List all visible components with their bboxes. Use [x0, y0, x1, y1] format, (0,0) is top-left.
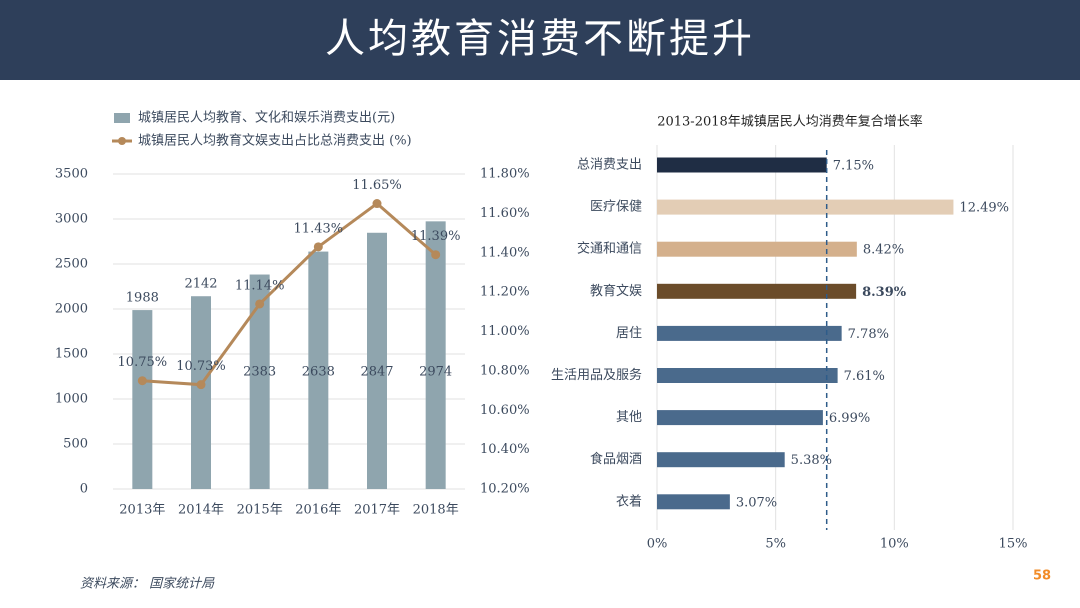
bar: [657, 368, 838, 383]
legend-label: 城镇居民人均教育、文化和娱乐消费支出(元): [138, 110, 395, 126]
y-tick-label: 医疗保健: [590, 200, 642, 215]
bar-value-label: 1988: [126, 291, 159, 306]
bar-value-label: 7.78%: [848, 327, 889, 342]
bar: [657, 410, 823, 426]
bar: [132, 310, 153, 489]
x-tick-label: 2013年: [119, 503, 165, 518]
line-point: [313, 242, 323, 252]
y2-tick-label: 11.60%: [480, 206, 530, 221]
y-tick-label: 居住: [616, 326, 642, 341]
bar-value-label: 3.07%: [736, 495, 777, 510]
bar: [657, 325, 842, 341]
bar-value-label: 12.49%: [959, 201, 1009, 216]
bar-value-label: 8.42%: [863, 243, 904, 258]
y-tick-label: 教育文娱: [590, 283, 642, 299]
bar: [657, 199, 954, 215]
y-tick-label: 3000: [55, 212, 88, 227]
bar-value-label: 2142: [184, 277, 217, 292]
y-tick-label: 3500: [55, 167, 88, 182]
y2-tick-label: 11.40%: [480, 245, 530, 260]
bar: [657, 157, 827, 173]
bar: [657, 283, 857, 299]
header-bar: [0, 0, 1080, 80]
source: 资料来源： 国家统计局: [80, 576, 215, 592]
bar: [657, 452, 785, 468]
bar-value-label: 8.39%: [862, 285, 907, 300]
y2-tick-label: 10.20%: [480, 482, 530, 497]
line-point: [137, 376, 147, 386]
y-tick-label: 2500: [55, 257, 88, 272]
y2-tick-label: 10.40%: [480, 442, 530, 457]
bar-value-label: 2383: [243, 365, 276, 380]
bar-value-label: 7.15%: [833, 159, 874, 174]
y-tick-label: 500: [63, 437, 88, 452]
line-point: [431, 250, 441, 260]
bar: [657, 241, 857, 257]
x-tick-label: 2017年: [354, 503, 400, 518]
x-tick-label: 5%: [765, 537, 786, 552]
line-value-label: 11.14%: [235, 278, 285, 293]
x-tick-label: 2016年: [295, 503, 341, 518]
bar: [249, 274, 270, 489]
y2-tick-label: 10.80%: [480, 363, 530, 378]
line-point: [372, 199, 382, 209]
bar: [191, 296, 211, 489]
x-tick-label: 2015年: [237, 503, 283, 518]
line-value-label: 11.65%: [352, 178, 402, 193]
x-tick-label: 2018年: [413, 503, 459, 518]
bar-value-label: 2847: [360, 365, 393, 380]
line-value-label: 10.75%: [118, 355, 168, 370]
line-value-label: 10.73%: [176, 359, 226, 374]
bar-value-label: 6.99%: [829, 411, 870, 426]
y-tick-label: 交通和通信: [577, 241, 642, 257]
line-point: [196, 380, 206, 390]
line: [142, 201, 437, 387]
x-tick-label: 15%: [999, 537, 1028, 552]
x-tick-label: 10%: [880, 537, 909, 552]
bar-value-label: 5.38%: [791, 453, 832, 468]
chart-title: 2013-2018年城镇居民人均消费年复合增长率: [657, 114, 923, 130]
bar: [657, 494, 730, 510]
y-tick-label: 2000: [55, 302, 88, 317]
line-value-label: 11.39%: [411, 229, 461, 244]
y-tick-label: 衣着: [616, 493, 642, 509]
y-tick-label: 食品烟酒: [590, 451, 642, 467]
bar-value-label: 2974: [419, 365, 452, 380]
y-tick-label: 0: [80, 482, 88, 497]
line-point: [255, 299, 265, 309]
y2-tick-label: 11.80%: [480, 167, 530, 182]
line-value-label: 11.43%: [294, 221, 344, 236]
y-tick-label: 1000: [55, 392, 88, 407]
bar-value-label: 2638: [302, 365, 335, 380]
y2-tick-label: 11.20%: [480, 285, 530, 300]
x-tick-label: 0%: [647, 537, 668, 552]
bar-value-label: 7.61%: [844, 369, 885, 384]
legend-swatch: [114, 113, 130, 123]
legend-dot: [118, 137, 126, 145]
bar: [367, 232, 387, 489]
y-tick-label: 生活用品及服务: [551, 367, 642, 383]
x-tick-label: 2014年: [178, 503, 224, 518]
y-tick-label: 1500: [55, 347, 88, 362]
y-tick-label: 总消费支出: [577, 158, 642, 173]
bar: [425, 221, 446, 489]
legend-label: 城镇居民人均教育文娱支出占比总消费支出 (%): [138, 133, 412, 149]
y2-tick-label: 11.00%: [480, 324, 530, 339]
y2-tick-label: 10.60%: [480, 403, 530, 418]
bar: [308, 251, 329, 489]
logo: 58: [1033, 569, 1051, 584]
slide-title: 人均教育消费不断提升: [325, 16, 755, 62]
y-tick-label: 其他: [616, 410, 642, 425]
